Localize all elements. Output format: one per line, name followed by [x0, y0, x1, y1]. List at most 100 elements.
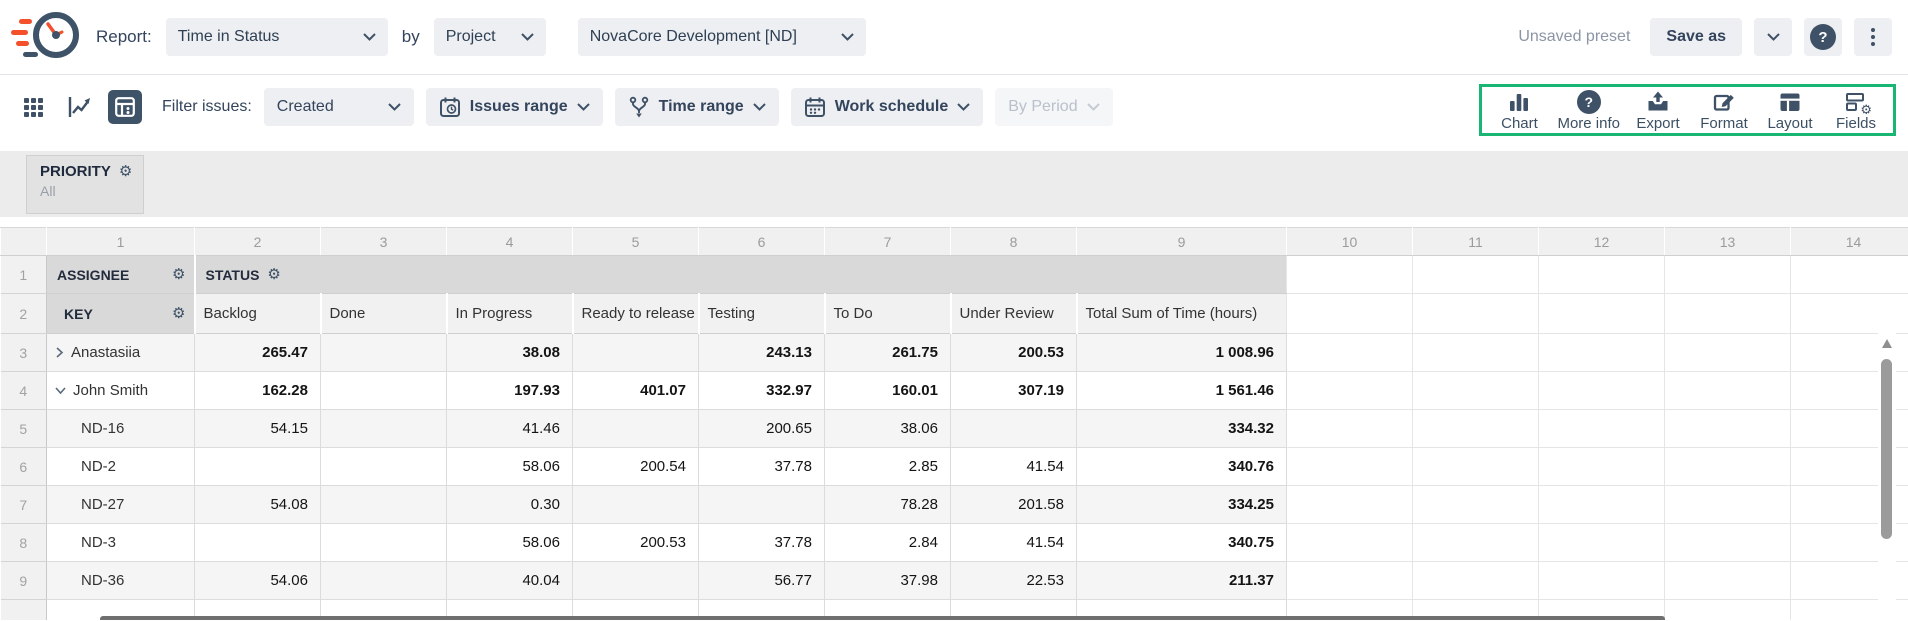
chevron-down-icon[interactable] — [55, 386, 66, 395]
total-cell[interactable]: 340.75 — [1077, 524, 1287, 562]
value-cell[interactable]: 54.06 — [195, 562, 321, 600]
scroll-up-arrow-icon[interactable] — [1882, 339, 1892, 348]
value-cell[interactable] — [321, 372, 447, 410]
chevron-down-icon — [577, 103, 590, 111]
total-cell[interactable]: 1 008.96 — [1077, 334, 1287, 372]
total-cell[interactable]: 211.37 — [1077, 562, 1287, 600]
chevron-down-icon — [753, 103, 766, 111]
assignee-settings-gear-icon[interactable]: ⚙ — [172, 267, 185, 282]
value-cell[interactable]: 243.13 — [699, 334, 825, 372]
value-cell[interactable]: 54.15 — [195, 410, 321, 448]
value-cell[interactable] — [573, 486, 699, 524]
total-cell[interactable]: 334.25 — [1077, 486, 1287, 524]
value-cell[interactable]: 40.04 — [447, 562, 573, 600]
status-settings-gear-icon[interactable]: ⚙ — [267, 267, 280, 282]
value-cell[interactable] — [321, 562, 447, 600]
report-type-select[interactable]: Time in Status — [166, 18, 388, 56]
value-cell[interactable] — [573, 562, 699, 600]
value-cell[interactable] — [951, 410, 1077, 448]
assignee-group-cell[interactable]: John Smith — [47, 372, 195, 410]
value-cell[interactable]: 200.53 — [951, 334, 1077, 372]
priority-settings-gear-icon[interactable]: ⚙ — [119, 164, 132, 179]
value-cell[interactable]: 2.84 — [825, 524, 951, 562]
priority-filter-cell[interactable]: PRIORITY ⚙ All — [26, 155, 144, 214]
assignee-group-cell[interactable]: Anastasiia — [47, 334, 195, 372]
value-cell[interactable] — [321, 448, 447, 486]
value-cell[interactable] — [699, 486, 825, 524]
value-cell[interactable]: 22.53 — [951, 562, 1077, 600]
format-action-button[interactable]: Format — [1691, 90, 1757, 132]
filter-issues-value: Created — [277, 98, 334, 116]
value-cell[interactable]: 41.46 — [447, 410, 573, 448]
value-cell[interactable] — [573, 410, 699, 448]
value-cell[interactable]: 38.08 — [447, 334, 573, 372]
value-cell[interactable]: 37.78 — [699, 524, 825, 562]
filter-issues-select[interactable]: Created — [264, 88, 414, 126]
value-cell[interactable]: 37.78 — [699, 448, 825, 486]
value-cell[interactable]: 200.53 — [573, 524, 699, 562]
group-by-select[interactable]: Project — [434, 18, 546, 56]
layout-action-button[interactable]: Layout — [1757, 90, 1823, 132]
time-range-button[interactable]: Time range — [615, 88, 779, 126]
total-cell[interactable]: 334.32 — [1077, 410, 1287, 448]
chevron-right-icon[interactable] — [55, 347, 64, 358]
value-cell[interactable]: 307.19 — [951, 372, 1077, 410]
issue-key-cell[interactable]: ND-16 — [47, 410, 195, 448]
value-cell[interactable]: 58.06 — [447, 448, 573, 486]
save-as-button[interactable]: Save as — [1650, 18, 1742, 56]
value-cell[interactable]: 160.01 — [825, 372, 951, 410]
pivot-view-button[interactable] — [108, 90, 142, 124]
horizontal-scrollbar-thumb[interactable] — [100, 616, 1665, 620]
value-cell[interactable]: 200.54 — [573, 448, 699, 486]
value-cell[interactable]: 197.93 — [447, 372, 573, 410]
total-cell[interactable]: 1 561.46 — [1077, 372, 1287, 410]
more-menu-button[interactable] — [1854, 18, 1892, 56]
fields-action-button[interactable]: ⚙ Fields — [1823, 90, 1889, 132]
value-cell[interactable]: 41.54 — [951, 448, 1077, 486]
value-cell[interactable]: 401.07 — [573, 372, 699, 410]
value-cell[interactable] — [321, 410, 447, 448]
issue-key-cell[interactable]: ND-27 — [47, 486, 195, 524]
value-cell[interactable]: 2.85 — [825, 448, 951, 486]
project-select[interactable]: NovaCore Development [ND] — [578, 18, 866, 56]
value-cell[interactable]: 41.54 — [951, 524, 1077, 562]
total-cell[interactable]: 340.76 — [1077, 448, 1287, 486]
vertical-scrollbar-thumb[interactable] — [1881, 359, 1892, 539]
value-cell[interactable]: 332.97 — [699, 372, 825, 410]
value-cell[interactable] — [573, 334, 699, 372]
issue-key-cell[interactable]: ND-3 — [47, 524, 195, 562]
export-action-button[interactable]: Export — [1625, 90, 1691, 132]
value-cell[interactable]: 58.06 — [447, 524, 573, 562]
key-settings-gear-icon[interactable]: ⚙ — [172, 306, 185, 321]
chart-view-button[interactable] — [62, 90, 96, 124]
value-cell[interactable] — [195, 448, 321, 486]
value-cell[interactable]: 261.75 — [825, 334, 951, 372]
value-cell[interactable] — [321, 334, 447, 372]
value-cell[interactable]: 0.30 — [447, 486, 573, 524]
by-period-button-disabled: By Period — [995, 88, 1112, 126]
value-cell[interactable] — [321, 524, 447, 562]
issue-key-cell[interactable]: ND-2 — [47, 448, 195, 486]
more-info-action-button[interactable]: ? More info — [1552, 90, 1625, 132]
value-cell[interactable]: 38.06 — [825, 410, 951, 448]
save-as-dropdown-button[interactable] — [1754, 18, 1792, 56]
issues-range-button[interactable]: Issues range — [426, 88, 603, 126]
work-schedule-button[interactable]: Work schedule — [791, 88, 984, 126]
help-button[interactable]: ? — [1804, 18, 1842, 56]
chart-action-button[interactable]: Chart — [1486, 90, 1552, 132]
value-cell[interactable]: 78.28 — [825, 486, 951, 524]
value-cell[interactable]: 54.08 — [195, 486, 321, 524]
issue-key-cell[interactable]: ND-36 — [47, 562, 195, 600]
grid-view-button[interactable] — [16, 90, 50, 124]
value-cell[interactable] — [195, 524, 321, 562]
question-mark-icon: ? — [1810, 24, 1836, 50]
value-cell[interactable]: 200.65 — [699, 410, 825, 448]
vertical-scrollbar[interactable] — [1878, 333, 1896, 620]
value-cell[interactable]: 37.98 — [825, 562, 951, 600]
value-cell[interactable]: 162.28 — [195, 372, 321, 410]
value-cell[interactable]: 265.47 — [195, 334, 321, 372]
value-cell[interactable]: 201.58 — [951, 486, 1077, 524]
value-cell[interactable] — [321, 486, 447, 524]
header-row-key-statuses: 2 KEY ⚙ Backlog Done In Progress Ready t… — [1, 294, 1908, 334]
value-cell[interactable]: 56.77 — [699, 562, 825, 600]
